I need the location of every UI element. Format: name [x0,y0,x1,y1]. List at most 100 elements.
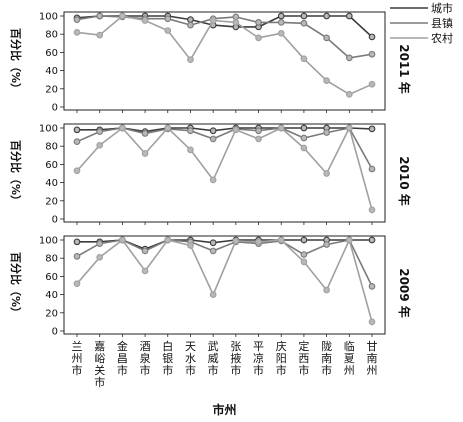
series-line-县镇 [76,239,373,287]
y-tick-label: 0 [52,215,58,226]
y-tick-label: 0 [52,103,58,114]
data-point [73,16,81,23]
data-point [300,144,308,152]
y-tick-label: 20 [45,308,58,319]
panel-year-label: 2011 年 [397,44,412,94]
y-tick-label: 60 [45,160,58,171]
data-point [255,135,262,143]
data-point [73,29,81,36]
data-point [300,55,308,63]
x-tick-label: 张掖市 [230,340,241,377]
x-tick-label: 嘉峪关市 [94,339,105,389]
data-point [232,19,240,26]
y-tick-label: 100 [39,236,58,247]
data-point [300,251,308,258]
data-point [96,240,104,247]
x-tick-label: 白银市 [162,339,173,377]
data-point [323,77,330,84]
data-point [209,17,217,24]
data-point [187,21,194,29]
panel-0: 0 20 40 60 80 100 百分比（%） 2011 年 [9,11,412,114]
data-point [164,15,172,23]
data-point [277,19,285,26]
x-tick-label: 庆阳市 [276,339,287,377]
data-point [187,127,194,135]
data-point [96,253,104,261]
x-tick-label: 酒泉市 [140,340,151,377]
data-point [96,141,104,149]
series-line-农村 [76,15,373,96]
data-point [345,236,353,244]
y-tick-label: 40 [45,66,58,77]
data-point [164,124,172,132]
data-point [119,124,126,132]
y-axis-label: 百分比（%） [9,252,23,318]
y-tick-label: 0 [52,327,58,338]
data-point [119,12,126,20]
data-point [187,146,194,154]
data-point [73,126,81,134]
data-point [73,238,81,246]
y-tick-label: 80 [45,254,58,265]
panel-year-label: 2010 年 [397,156,412,206]
data-point [73,138,81,145]
data-point [345,124,353,132]
data-point [368,165,376,173]
data-point [232,13,240,21]
y-tick-label: 20 [45,84,58,95]
panel-frame [63,235,386,335]
data-point [209,239,217,247]
y-tick-label: 40 [45,178,58,189]
x-tick-label: 平凉市 [253,340,264,377]
data-point [323,129,330,136]
data-point [73,280,81,288]
y-axis-label: 百分比（%） [9,140,23,206]
data-point [164,236,172,244]
series-line-农村 [76,125,373,211]
data-point [255,34,262,42]
x-tick-label: 兰州市 [72,340,83,377]
y-axis-label: 百分比（%） [9,28,23,94]
data-point [300,124,308,132]
data-point [73,167,81,175]
data-point [345,54,353,62]
panel-frame [63,11,386,111]
x-tick-label: 陇南市 [321,339,332,377]
data-point [300,12,308,20]
panel-year-label: 2009 年 [397,268,412,318]
data-point [300,134,308,142]
data-point [300,258,308,266]
data-point [345,12,353,20]
y-tick-label: 20 [45,196,58,207]
y-tick-label: 80 [45,30,58,41]
data-point [277,236,285,244]
data-point [73,253,81,260]
data-point [323,286,330,294]
data-point [323,12,330,20]
data-point [368,80,376,88]
data-point [277,29,285,37]
y-tick-label: 100 [39,124,58,135]
data-point [255,19,262,26]
data-point [141,130,149,137]
data-point [209,135,217,143]
data-point [209,176,217,184]
legend-label: 县镇 [431,16,453,30]
y-tick-label: 80 [45,142,58,153]
data-point [187,242,194,249]
x-axis-label: 市州 [212,402,236,417]
data-point [368,50,376,58]
data-point [300,236,308,244]
data-point [96,31,104,39]
data-point [368,33,376,41]
data-point [368,206,376,214]
data-point [277,124,285,132]
data-point [368,125,376,133]
legend-label: 城市 [431,1,453,15]
x-tick-label: 金昌市 [117,339,128,377]
x-tick-label: 临夏州 [344,339,355,377]
data-point [141,150,149,157]
x-tick-label: 武威市 [208,340,219,377]
